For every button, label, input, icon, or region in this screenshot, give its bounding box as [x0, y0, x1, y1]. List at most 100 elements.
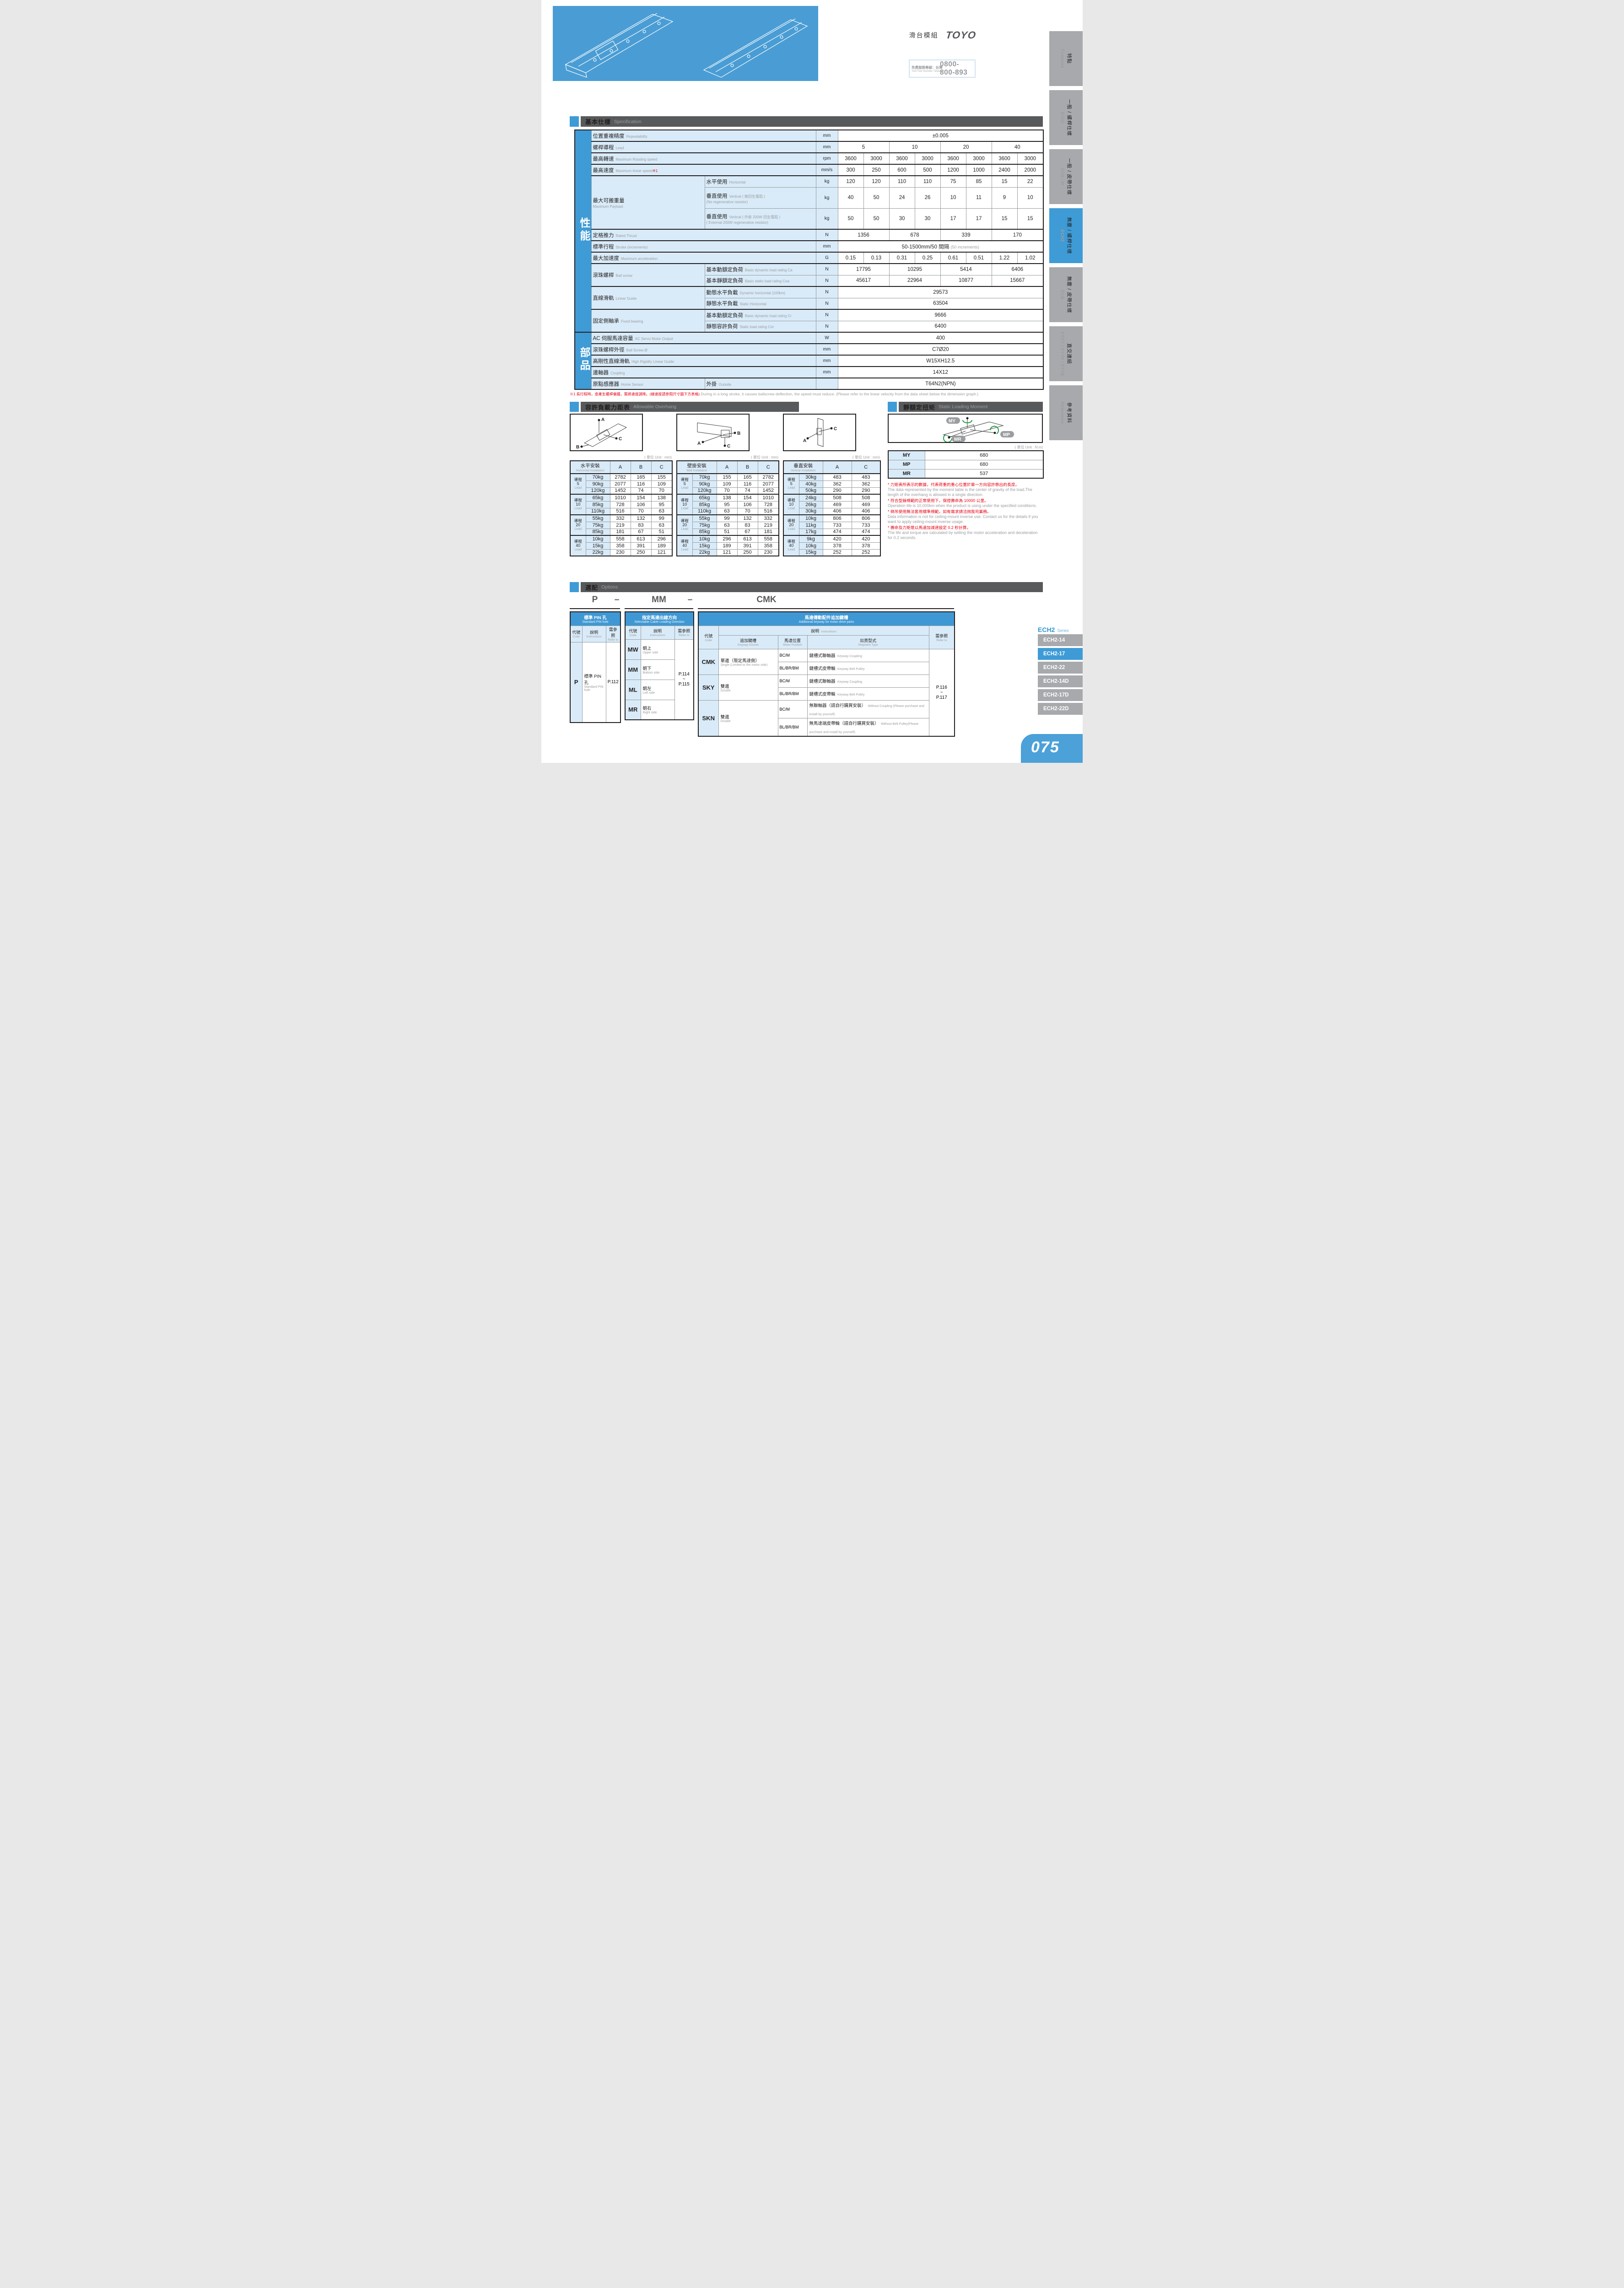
sidebar-tab-features[interactable]: 特點 Features [1049, 31, 1083, 86]
section-accent-square [570, 116, 579, 127]
code-underline [625, 608, 693, 609]
motor-position: BL/BR/BM [777, 718, 808, 736]
unit-label-mm: ( 單位 Unit : mm) [852, 455, 880, 459]
sidebar-tab-reference[interactable]: 參考資料 Reference [1049, 385, 1083, 440]
series-item-ech2-22d[interactable]: ECH2-22D [1038, 703, 1083, 715]
tab-code: Features [1059, 49, 1064, 68]
table-title: 水平安裝 Horizontal Installation [570, 460, 610, 474]
section-title-zh: 選配 [585, 584, 599, 591]
val: 67 [630, 528, 652, 536]
val: 2077 [610, 480, 631, 488]
shipment: 鍵槽式聯軸器 Keyway Coupling [807, 648, 929, 662]
sidebar-tab-xy[interactable]: 直交連結 XYGT / XYTH / XYTB [1049, 326, 1083, 381]
val: 252 [822, 549, 852, 556]
lead-5: 導程 5 Lead [676, 473, 693, 495]
lead-40: 導程 40 Lead [783, 535, 799, 556]
sidebar-tab-eth2[interactable]: 一般 / 螺桿仕樣 ETH2 [1049, 90, 1083, 145]
lbl: 基本動額定負荷 Basic dynamic load rating Cr [704, 309, 816, 321]
series-item-ech2-14[interactable]: ECH2-14 [1038, 634, 1083, 646]
val: 290 [822, 487, 852, 495]
note-zh: * 壽命及力矩是以馬達加減速設定 0.2 秒計算。 [888, 525, 971, 530]
sidebar-tab-ech2-active[interactable]: 無塵 / 螺桿仕樣 ECH2 [1049, 208, 1083, 263]
val: 558 [610, 535, 631, 543]
order-code-p: P [592, 595, 598, 604]
val: 70 [716, 487, 738, 495]
val: 74 [737, 487, 758, 495]
val: 678 [889, 229, 941, 241]
note-en: The life and torque are calculated by se… [888, 530, 1038, 540]
sidebar-tab-etbm[interactable]: 一般 / 皮帶仕樣 ETB / M [1049, 149, 1083, 204]
val: 30 [914, 208, 941, 230]
lbl: 連軸器 Coupling [591, 366, 816, 378]
val: 3600 [991, 152, 1018, 165]
val: T64N2(NPN) [837, 378, 1044, 390]
val: 138 [651, 494, 673, 502]
moment-table: MY 680 MP 680 MR 537 [888, 450, 1044, 479]
wt: 11kg [799, 521, 823, 529]
val: 20 [940, 141, 992, 153]
lbl: 基本動額定負荷 Basic dynamic load rating Ca [704, 263, 816, 275]
lbl: 垂直使用 Vertical ( 外掛 200W 回生電阻 )( External … [704, 208, 816, 230]
unit: mm [815, 366, 838, 378]
tab-label: 參考資料 [1066, 402, 1072, 423]
val: 378 [822, 542, 852, 550]
val: 680 [924, 450, 1044, 460]
tab-code: ETB / M [1059, 168, 1064, 185]
unit: N [815, 286, 838, 298]
val: 63 [651, 507, 673, 515]
wt: 22kg [585, 549, 610, 556]
hdr-refer: 需參照 Refer to [605, 625, 621, 642]
order-code-dash: – [614, 595, 620, 604]
spec-row-rotating-speed: 最高轉速 Maximum Rotating speed rpm 3600 3000 3… [575, 152, 1044, 165]
section-accent-square [888, 402, 897, 412]
options-table-keyway: 馬達傳動配件追加鍵槽 Additional keyway for motor dr… [698, 611, 955, 737]
unit: mm [815, 240, 838, 253]
val: 40 [837, 187, 864, 209]
lbl: 滾珠螺桿外徑 Ball Screw Ø [591, 343, 816, 356]
ins: 朝左 Left side [640, 679, 675, 700]
section-title-en: Allowable Overhang [633, 404, 676, 410]
overhang-section-bar: 容許負載力距表 Allowable Overhang [581, 402, 799, 412]
val: 296 [651, 535, 673, 543]
code-mw: MW [625, 639, 641, 660]
lead-40: 導程 40 Lead [676, 535, 693, 556]
series-item-ech2-14d[interactable]: ECH2-14D [1038, 675, 1083, 687]
refer: P.112 [605, 642, 621, 723]
diagram-horizontal-svg: A C B [576, 417, 627, 450]
wt: 65kg [585, 494, 610, 502]
val: 469 [851, 501, 881, 508]
val: 154 [737, 494, 758, 502]
group-performance: 性能 [574, 130, 592, 333]
val: 0.61 [940, 252, 966, 264]
val: 516 [757, 507, 779, 515]
spec-row-rail: 高剛性直線滑軌 High Rigidity Linear Guide mm W15… [575, 355, 1044, 367]
val: 474 [822, 528, 852, 536]
sidebar-tab-ecb[interactable]: 無塵 / 皮帶仕樣 ECB [1049, 267, 1083, 322]
val: 116 [630, 480, 652, 488]
val: 508 [851, 494, 881, 502]
table-title: 垂直安裝 Vertical Installation [783, 460, 823, 474]
catalog-page: 滑台模組 TOYO 免費服務專線：台灣 Toll-Free Number Tai… [541, 0, 1083, 763]
val: 40 [991, 141, 1044, 153]
val: 558 [757, 535, 779, 543]
footnote-mark: ※1 [652, 168, 658, 173]
lead-10: 導程 10 Lead [570, 494, 586, 515]
table-title: 馬達傳動配件追加鍵槽 Additional keyway for motor dr… [698, 611, 955, 626]
shipment: 無聯軸器（請自行購買安裝） Without Coupling (Please p… [807, 700, 929, 718]
val: 165 [737, 473, 758, 481]
val: 10 [940, 187, 966, 209]
actuator-line-art [565, 13, 808, 155]
val: 132 [737, 514, 758, 522]
unit: kg [815, 175, 838, 188]
wt: 9kg [799, 535, 823, 543]
val: 300 [837, 164, 864, 176]
series-item-ech2-17-active[interactable]: ECH2-17 [1038, 648, 1083, 660]
spec-row-lead: 螺桿導程 Lead mm 5 10 20 40 [575, 141, 1044, 153]
val: 1010 [757, 494, 779, 502]
moment-section-bar: 靜額定扭矩 Static Loading Moment [899, 402, 1043, 412]
hdr-motor-position: 馬達位置 Motor Position [777, 635, 808, 649]
val: 10 [1017, 187, 1044, 209]
series-item-ech2-17d[interactable]: ECH2-17D [1038, 689, 1083, 701]
series-item-ech2-22[interactable]: ECH2-22 [1038, 662, 1083, 674]
